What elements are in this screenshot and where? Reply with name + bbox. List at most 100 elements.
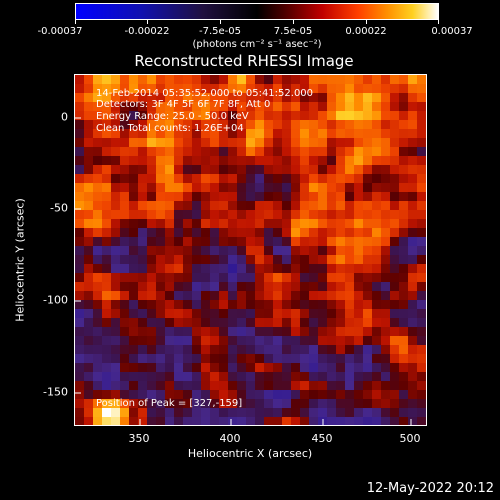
image-pixel xyxy=(363,264,373,274)
image-pixel xyxy=(165,408,175,418)
image-pixel xyxy=(111,237,121,247)
image-pixel xyxy=(291,201,301,211)
image-pixel xyxy=(327,228,337,238)
image-pixel xyxy=(210,201,220,211)
image-pixel xyxy=(165,381,175,391)
image-pixel xyxy=(210,273,220,283)
image-pixel xyxy=(147,228,157,238)
image-pixel xyxy=(399,120,409,130)
image-pixel xyxy=(291,219,301,229)
image-pixel xyxy=(183,75,193,85)
image-pixel xyxy=(408,345,418,355)
image-pixel xyxy=(417,309,426,319)
image-pixel xyxy=(219,264,229,274)
image-pixel xyxy=(174,291,184,301)
image-pixel xyxy=(183,390,193,400)
image-pixel xyxy=(75,210,85,220)
image-pixel xyxy=(75,165,85,175)
image-pixel xyxy=(156,84,166,94)
image-pixel xyxy=(84,390,94,400)
image-pixel xyxy=(75,417,85,425)
image-pixel xyxy=(417,408,426,418)
colorbar-tick-label: -0.00037 xyxy=(37,26,83,37)
image-pixel xyxy=(75,408,85,418)
image-pixel xyxy=(75,363,85,373)
image-pixel xyxy=(264,192,274,202)
image-pixel xyxy=(399,264,409,274)
image-pixel xyxy=(309,147,319,157)
colorbar-tick-mark xyxy=(438,20,439,24)
image-pixel xyxy=(381,111,391,121)
image-pixel xyxy=(174,120,184,130)
image-pixel xyxy=(219,372,229,382)
image-pixel xyxy=(120,201,130,211)
image-pixel xyxy=(282,192,292,202)
image-pixel xyxy=(327,300,337,310)
image-pixel xyxy=(237,282,247,292)
image-pixel xyxy=(354,192,364,202)
image-pixel xyxy=(93,84,103,94)
image-pixel xyxy=(237,318,247,328)
image-pixel xyxy=(75,318,85,328)
image-pixel xyxy=(120,408,130,418)
image-pixel xyxy=(309,210,319,220)
image-pixel xyxy=(363,399,373,409)
image-pixel xyxy=(120,318,130,328)
image-pixel xyxy=(264,408,274,418)
image-pixel xyxy=(264,93,274,103)
image-pixel xyxy=(192,192,202,202)
image-pixel xyxy=(201,174,211,184)
image-pixel xyxy=(111,318,121,328)
image-pixel xyxy=(111,120,121,130)
image-pixel xyxy=(336,390,346,400)
image-pixel xyxy=(174,75,184,85)
image-pixel xyxy=(300,237,310,247)
image-pixel xyxy=(174,354,184,364)
image-pixel xyxy=(102,390,112,400)
image-pixel xyxy=(318,84,328,94)
image-pixel xyxy=(345,255,355,265)
image-pixel xyxy=(273,309,283,319)
image-pixel xyxy=(363,174,373,184)
image-pixel xyxy=(408,408,418,418)
image-pixel xyxy=(372,282,382,292)
image-pixel xyxy=(165,336,175,346)
image-pixel xyxy=(156,147,166,157)
image-pixel xyxy=(291,228,301,238)
image-pixel xyxy=(399,255,409,265)
image-pixel xyxy=(165,165,175,175)
image-pixel xyxy=(381,390,391,400)
image-pixel xyxy=(219,93,229,103)
image-pixel xyxy=(264,417,274,425)
image-pixel xyxy=(246,255,256,265)
image-pixel xyxy=(354,75,364,85)
image-pixel xyxy=(129,363,139,373)
image-pixel xyxy=(381,345,391,355)
image-pixel xyxy=(228,183,238,193)
image-pixel xyxy=(228,363,238,373)
image-pixel xyxy=(399,327,409,337)
image-pixel xyxy=(354,201,364,211)
image-pixel xyxy=(219,309,229,319)
image-pixel xyxy=(309,75,319,85)
image-pixel xyxy=(183,264,193,274)
image-pixel xyxy=(399,291,409,301)
image-pixel xyxy=(120,165,130,175)
image-pixel xyxy=(138,93,148,103)
image-pixel xyxy=(282,138,292,148)
image-pixel xyxy=(390,201,400,211)
image-pixel xyxy=(381,192,391,202)
image-pixel xyxy=(183,291,193,301)
image-pixel xyxy=(327,120,337,130)
image-pixel xyxy=(399,174,409,184)
image-pixel xyxy=(345,291,355,301)
image-pixel xyxy=(102,75,112,85)
image-pixel xyxy=(354,309,364,319)
image-pixel xyxy=(102,111,112,121)
image-pixel xyxy=(300,111,310,121)
image-pixel xyxy=(291,381,301,391)
image-pixel xyxy=(183,246,193,256)
image-pixel xyxy=(156,75,166,85)
image-pixel xyxy=(408,210,418,220)
image-pixel xyxy=(138,363,148,373)
